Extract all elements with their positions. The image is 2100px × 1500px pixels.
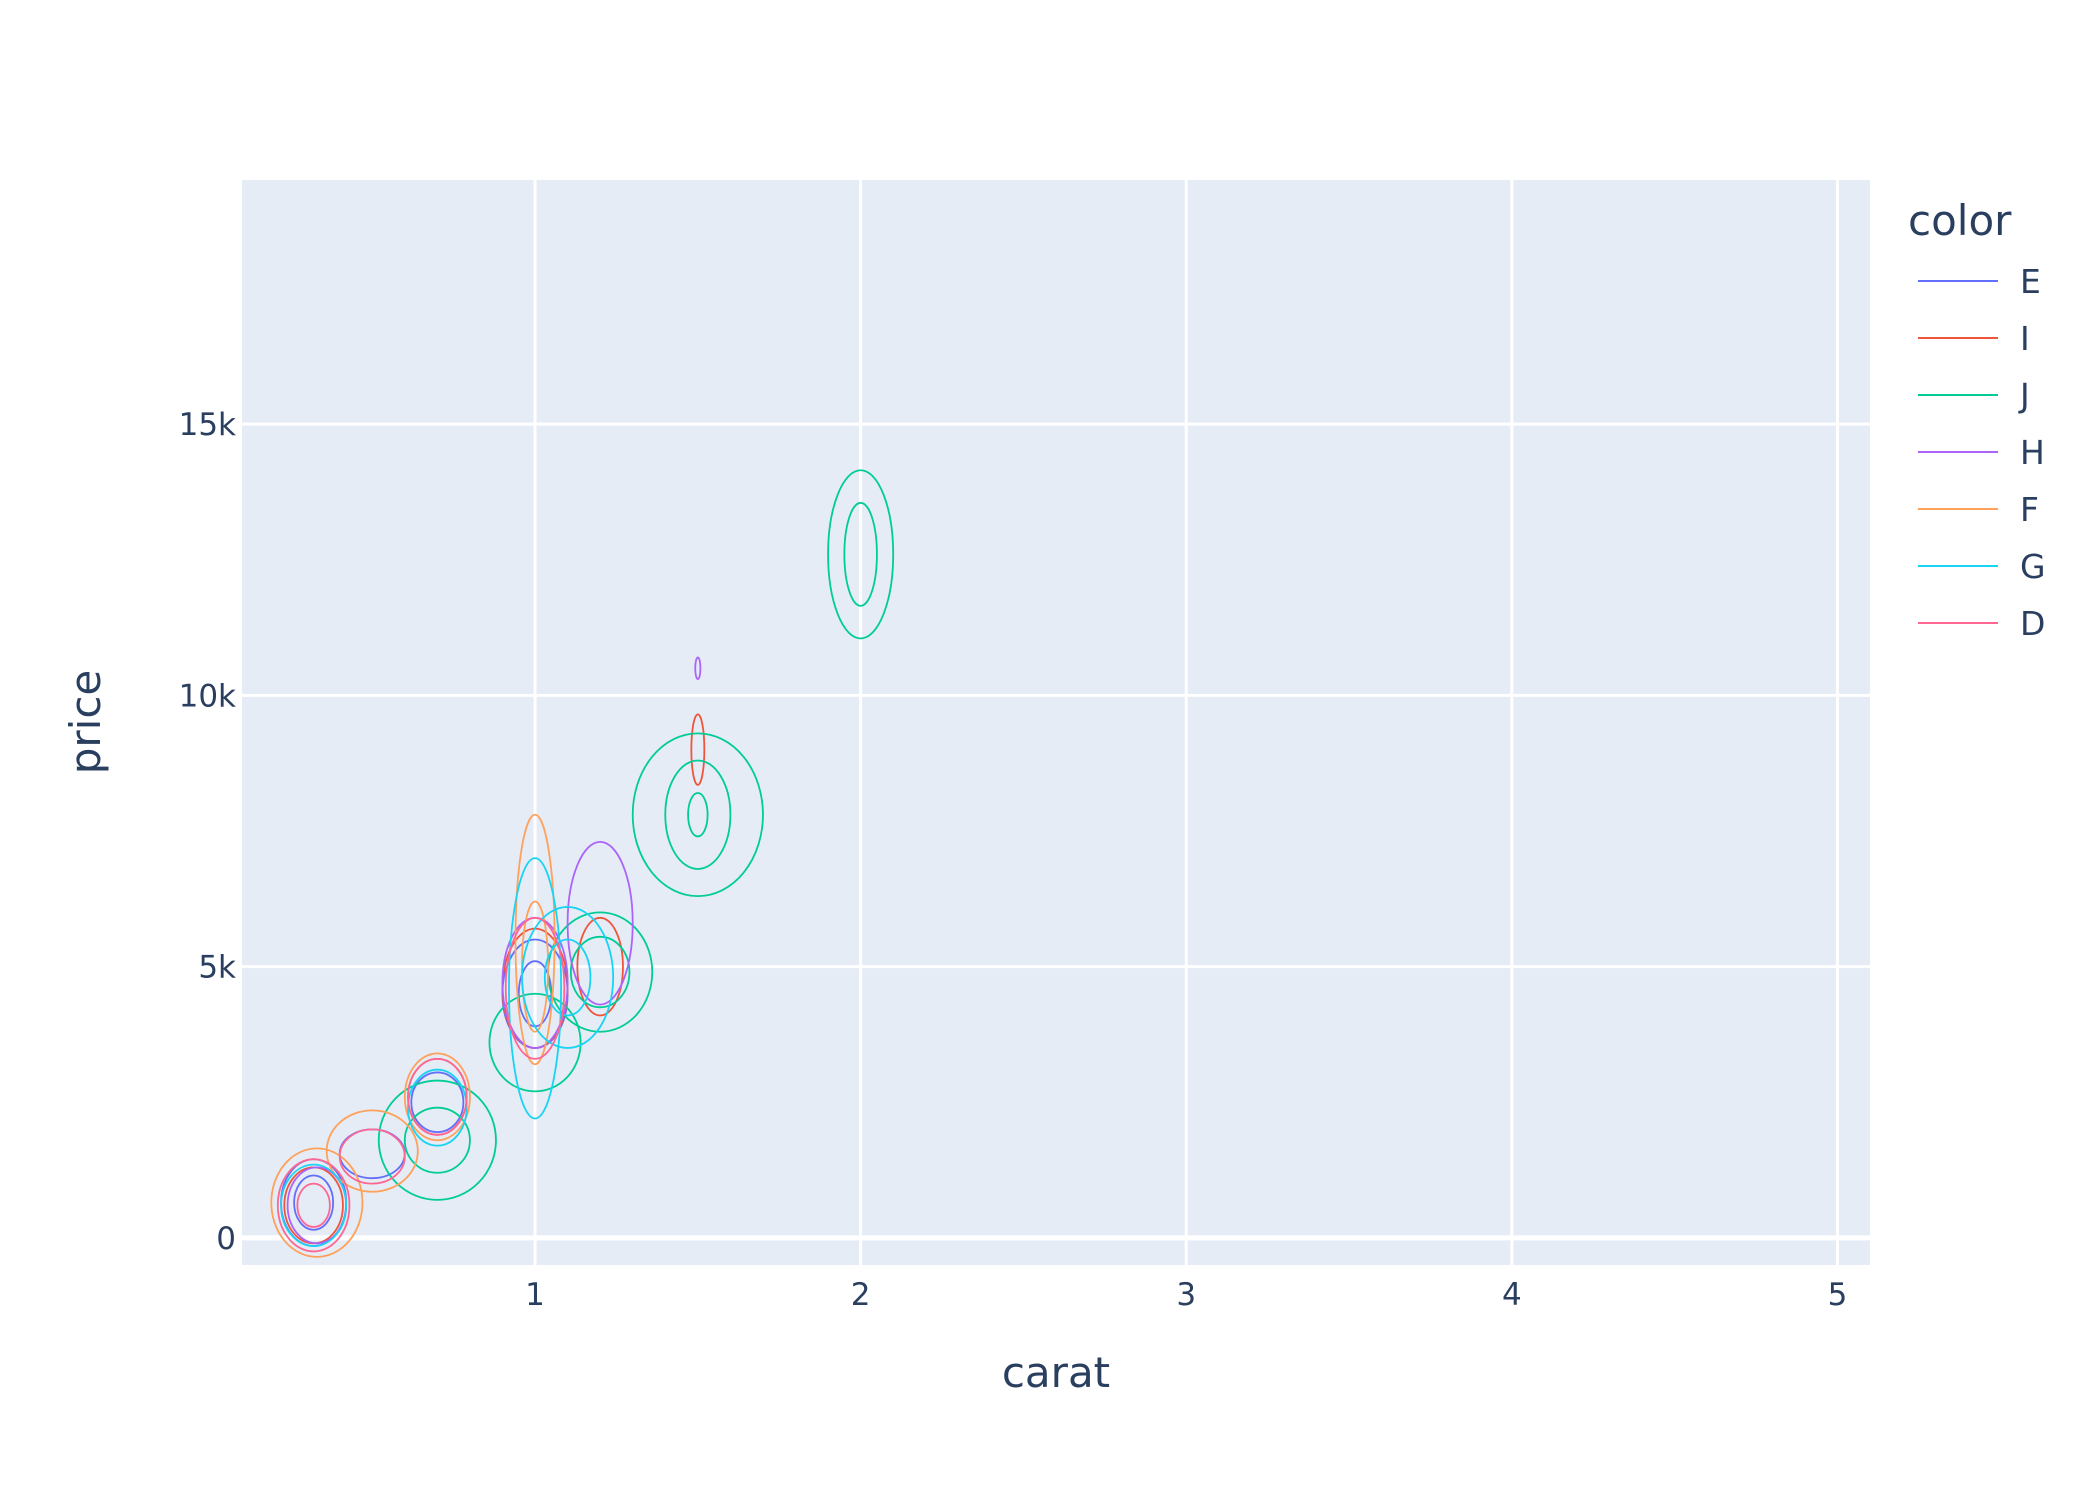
contour-line — [270, 1147, 364, 1258]
x-axis-title: carat — [1002, 1348, 1110, 1397]
contour-line — [543, 938, 592, 1017]
legend-item-J[interactable]: J — [1918, 376, 2030, 415]
legend-label: F — [2020, 490, 2039, 529]
legend-title: color — [1908, 196, 2012, 245]
y-tick-label: 15k — [179, 407, 236, 443]
contour-line — [508, 857, 562, 1120]
series-G-contours — [280, 857, 615, 1247]
y-tick-labels: 0 5k 10k 15k — [179, 407, 236, 1257]
contour-line — [514, 813, 556, 1066]
contour-line — [687, 792, 709, 838]
y-axis-title: price — [61, 670, 110, 775]
y-tick-label: 0 — [216, 1221, 236, 1257]
contour-line — [293, 1174, 335, 1231]
contour-line — [521, 906, 615, 1049]
x-tick-label: 5 — [1828, 1277, 1848, 1313]
contour-line — [276, 1158, 351, 1253]
contour-line — [280, 1163, 348, 1247]
contour-line — [664, 759, 732, 870]
contour-line — [694, 656, 702, 681]
contour-line — [338, 1128, 406, 1185]
x-tick-labels: 1 2 3 4 5 — [525, 1277, 1847, 1313]
x-tick-label: 2 — [851, 1277, 871, 1313]
x-tick-label: 4 — [1502, 1277, 1522, 1313]
y-tick-label: 10k — [179, 678, 236, 714]
x-tick-label: 3 — [1176, 1277, 1196, 1313]
contour-line — [407, 1068, 468, 1147]
contour-line — [296, 1182, 331, 1228]
legend-label: E — [2020, 262, 2041, 301]
grid-lines — [242, 180, 1870, 1265]
legend-label: D — [2020, 604, 2045, 643]
legend-item-I[interactable]: I — [1918, 319, 2030, 358]
contour-line — [843, 501, 878, 607]
contour-line — [631, 732, 764, 897]
legend-item-D[interactable]: D — [1918, 604, 2045, 643]
plot-background — [242, 180, 1870, 1265]
contour-line — [488, 992, 582, 1093]
contour-line — [325, 1109, 419, 1193]
legend-label: I — [2020, 319, 2030, 358]
contour-line — [576, 916, 624, 1017]
plot-area — [270, 469, 895, 1258]
contour-line — [407, 1057, 468, 1136]
legend-item-H[interactable]: H — [1918, 433, 2045, 472]
contour-line — [410, 1071, 465, 1133]
contour-line — [827, 469, 895, 640]
contour-line — [690, 713, 706, 786]
legend-item-F[interactable]: F — [1918, 490, 2039, 529]
series-D-contours — [276, 916, 566, 1253]
legend-item-E[interactable]: E — [1918, 262, 2041, 301]
series-J-contours — [377, 469, 895, 1201]
contour-line — [566, 840, 634, 1006]
x-tick-label: 1 — [525, 1277, 545, 1313]
legend-label: G — [2020, 547, 2046, 586]
legend-label: J — [2018, 376, 2030, 415]
contour-line — [504, 916, 566, 1060]
contour-line — [403, 1052, 471, 1142]
contour-line — [403, 1106, 471, 1174]
contour-line — [377, 1079, 497, 1201]
legend-item-G[interactable]: G — [1918, 547, 2046, 586]
contour-line — [569, 935, 631, 1009]
legend-label: H — [2020, 433, 2045, 472]
y-tick-label: 5k — [198, 950, 236, 986]
